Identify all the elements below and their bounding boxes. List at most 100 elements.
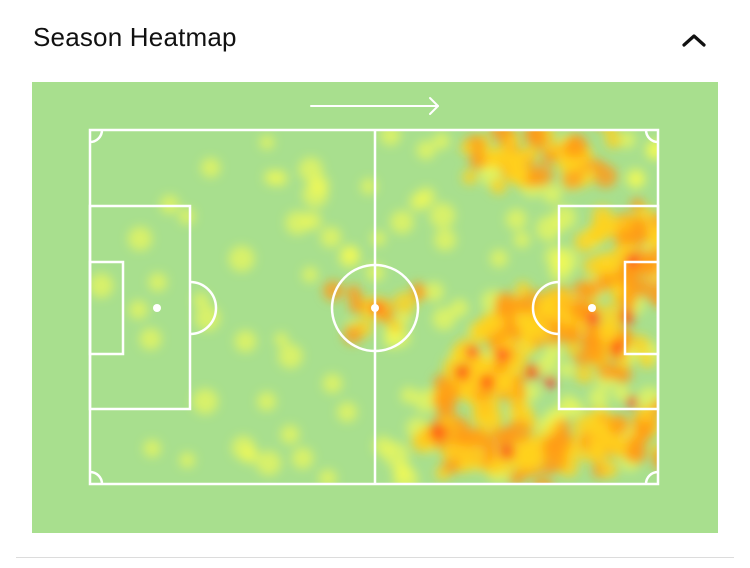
heat-blob [509,471,524,484]
heat-blob [409,192,428,212]
heat-blob [460,141,474,155]
heat-blob [496,348,508,360]
heat-blob [619,309,635,325]
heat-blob [529,454,544,469]
heat-blob [461,386,474,399]
corner-arc-top-left [89,129,104,144]
heat-blob [513,231,531,248]
heat-blob [628,216,648,236]
heat-blob [547,431,572,456]
heat-blob [466,346,478,358]
heat-blob [259,134,275,150]
heat-blob [636,277,658,299]
heat-blob [200,157,221,178]
heat-blob [298,157,323,182]
heat-blob [437,396,457,416]
chevron-up-icon [682,34,706,47]
heat-blob [178,208,196,225]
heatmap-pitch [32,82,718,533]
corner-arc-top-right [644,129,659,144]
center-circle [330,263,420,353]
left-penalty-arc [189,280,218,336]
heat-blob [544,376,556,388]
heat-blob [434,228,457,251]
heat-blob [524,364,540,380]
heat-blob [477,313,501,337]
heat-blob [454,364,470,380]
heat-blob [274,332,289,347]
heat-blob [450,298,469,318]
heat-blob [490,178,507,195]
center-spot [371,304,379,312]
heat-blob [424,281,444,302]
heat-layer [90,130,658,484]
heat-blob [318,469,337,484]
heat-blob [466,359,487,380]
heatmap-container [32,82,718,533]
heat-blob [143,439,162,458]
heat-blob [160,195,180,214]
heat-blob [285,210,310,235]
heat-blob [271,170,288,187]
heat-blob [505,208,527,230]
heat-blob [597,361,617,381]
heat-blob [257,391,277,411]
heat-blob [393,291,416,315]
heat-blob [400,387,418,404]
heat-blob [341,245,359,262]
heat-blob [433,132,450,150]
heat-blob [588,221,610,244]
right-goal-box [623,260,660,356]
heat-blob [489,427,511,449]
heat-blob [542,184,562,204]
right-penalty-arc [531,280,560,336]
heat-blob [466,427,487,449]
corner-arc-bottom-left [89,470,104,485]
heat-blob [629,248,653,272]
heat-blob [630,334,650,355]
heat-blob [646,140,658,159]
heat-blob [562,323,581,342]
heat-blob [618,356,631,370]
left-penalty-spot [153,304,161,312]
heat-blob [432,307,456,331]
heat-blob [443,358,458,374]
heat-blob [380,130,401,146]
heat-blob [129,300,148,320]
heat-blob [179,452,196,469]
section-title: Season Heatmap [33,22,237,52]
heat-blob [515,281,531,297]
heat-blob [591,158,605,173]
heat-blob [607,414,630,436]
heat-blob [639,353,655,369]
heat-blob [652,449,658,470]
heat-blob [575,365,594,384]
right-penalty-spot [588,304,596,312]
heat-blob [468,151,487,170]
heat-blob [90,273,114,298]
heat-blob [561,168,583,190]
arrow-right-icon [310,97,439,115]
heat-blob [411,430,434,453]
heat-blob [595,273,614,292]
heat-blob [618,292,637,311]
heat-blob [505,133,520,149]
heat-blob [429,202,456,229]
heat-blob [600,460,618,478]
heat-blob [507,419,531,444]
left-goal-box [88,260,125,356]
heat-blob [588,387,609,408]
heat-blob [591,442,607,458]
heat-blob [629,172,645,188]
heat-blob [522,145,538,162]
heat-blob [524,169,543,188]
heat-blob [322,373,343,394]
heat-blob [568,156,583,172]
collapse-button[interactable] [672,22,716,58]
heat-blob [429,424,445,440]
heat-blob [241,446,259,465]
heat-blob [618,131,636,149]
heat-blob [506,152,521,167]
heat-blob [543,130,556,140]
heat-blob [280,424,300,445]
